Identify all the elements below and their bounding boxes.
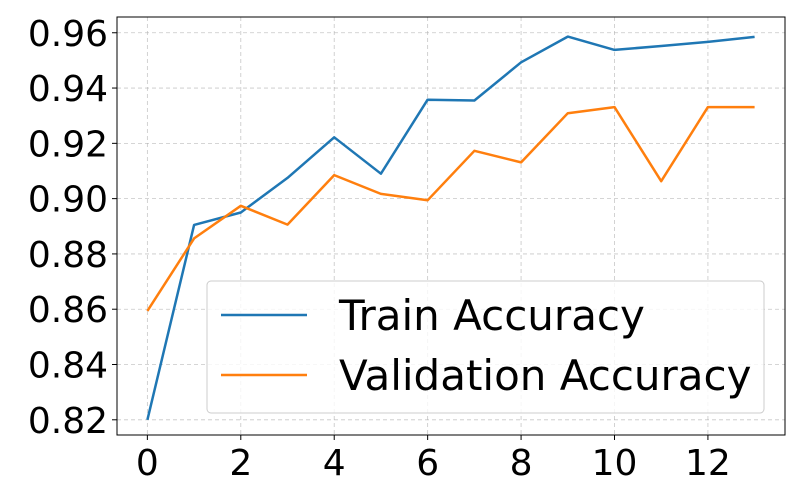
train-accuracy-line — [146, 35, 755, 421]
x-tick-label: 0 — [136, 443, 159, 484]
y-tick-label: 0.88 — [28, 235, 108, 276]
x-tick-label: 10 — [592, 443, 638, 484]
y-tick-label: 0.86 — [28, 290, 108, 331]
x-tick-label: 4 — [323, 443, 346, 484]
y-tick-label: 0.94 — [28, 69, 108, 110]
x-tick-label: 6 — [416, 443, 439, 484]
validation-accuracy-line — [146, 105, 755, 312]
y-tick-label: 0.90 — [28, 180, 108, 221]
x-tick-label: 12 — [685, 443, 731, 484]
x-axis-ticks: 0 2 4 6 8 10 12 — [136, 435, 731, 484]
legend-box — [206, 280, 765, 414]
x-tick-label: 2 — [229, 443, 252, 484]
y-tick-label: 0.96 — [28, 14, 108, 55]
x-tick-label: 8 — [510, 443, 533, 484]
legend: Train Accuracy Validation Accuracy — [206, 280, 765, 414]
y-tick-label: 0.82 — [28, 401, 108, 442]
plot-area-frame — [116, 16, 786, 436]
y-axis-ticks: 0.82 0.84 0.86 0.88 0.90 0.92 0.94 0.96 — [28, 14, 117, 442]
legend-train-label: Train Accuracy — [338, 291, 645, 340]
series-lines — [146, 35, 755, 421]
y-tick-label: 0.84 — [28, 346, 108, 387]
legend-validation-label: Validation Accuracy — [339, 351, 752, 400]
y-tick-label: 0.92 — [28, 124, 108, 165]
